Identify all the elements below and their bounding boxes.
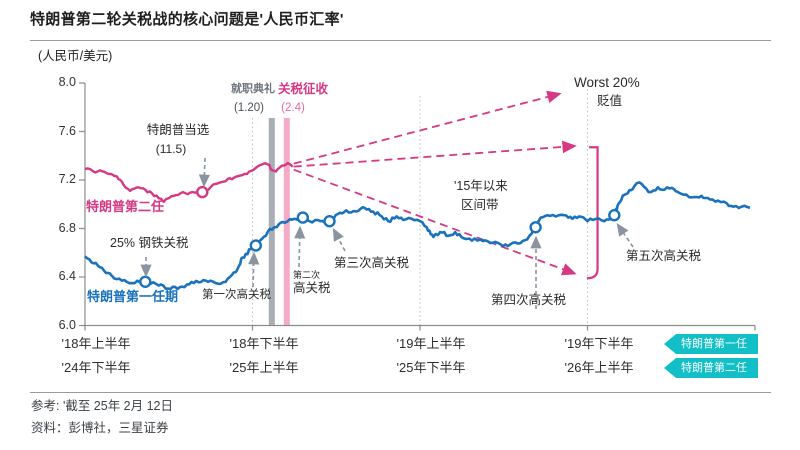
x-axis-label: '19年上半年: [396, 336, 466, 351]
annotation-fourth-tariff: 第四次高关税: [491, 293, 567, 307]
footer-divider: [30, 392, 771, 393]
x-axis-label: '18年下半年: [229, 336, 299, 351]
event-marker: [196, 185, 209, 199]
annotation-inauguration: 就职典礼: [231, 83, 275, 95]
page-title: 特朗普第二轮关税战的核心问题是'人民币汇率': [30, 11, 344, 28]
footer-source: 资料：彭博社，三星证券: [31, 421, 169, 435]
x-axis-label: '18年上半年: [61, 336, 131, 351]
event-marker: [139, 275, 152, 288]
y-axis-label: 7.2: [58, 172, 76, 186]
x-axis-label: '26年上半年: [564, 360, 634, 375]
annotation-range-band-line2: 区间带: [461, 198, 499, 212]
x-axis-label: '24年下半年: [61, 360, 131, 375]
y-axis-unit-label: (人民币/美元): [38, 49, 113, 63]
annotation-second-tariff: 高关税: [293, 281, 331, 295]
annotation-third-tariff: 第三次高关税: [334, 256, 410, 270]
series-trump-term2: [84, 161, 294, 203]
y-axis-label: 6.0: [58, 318, 76, 332]
x-axis-label: '25年下半年: [396, 360, 466, 375]
series-label-trump-term2: 特朗普第二任: [86, 199, 165, 214]
title-divider: [30, 40, 771, 41]
annotation-arrow: [198, 157, 210, 188]
x-axis-label: '25年上半年: [229, 360, 299, 375]
annotation-first-tariff: 第一次高关税: [202, 289, 271, 301]
annotation-trump-elected-date: (11.5): [155, 142, 187, 156]
annotation-arrow: [294, 225, 306, 268]
annotation-trump-elected: 特朗普当选: [146, 123, 210, 137]
annotation-worst-case-line2: 贬值: [597, 94, 623, 108]
y-axis-label: 8.0: [58, 75, 76, 89]
annotation-tariff-imposition: 关税征收: [278, 82, 329, 96]
event-marker: [296, 211, 309, 224]
annotation-arrow: [332, 227, 346, 252]
scenario-arrow-0: [293, 90, 562, 165]
series-trump-term1: [84, 181, 751, 291]
annotation-fifth-tariff: 第五次高关税: [626, 249, 702, 263]
annotation-worst-case-line1: Worst 20%: [574, 75, 640, 90]
annotation-arrow: [616, 223, 634, 248]
event-marker: [529, 221, 542, 234]
depreciation-bracket: [587, 146, 599, 280]
annotation-range-band-line1: '15年以来: [454, 179, 508, 193]
y-axis-label: 7.6: [58, 124, 76, 138]
event-marker: [249, 239, 263, 252]
event-marker: [323, 214, 336, 228]
annotation-second-tariff-prefix: 第二次: [293, 270, 321, 280]
annotation-steel-tariff: 25% 钢铁关税: [110, 236, 189, 250]
scenario-arrow-1: [293, 140, 577, 168]
y-axis-label: 6.4: [58, 269, 76, 283]
annotation-arrow: [248, 251, 260, 288]
x-axis-label: '19年下半年: [564, 336, 634, 351]
footer-reference: 参考: '截至 25年 2月 12日: [31, 399, 174, 413]
series-label-trump-term1: 特朗普第一任期: [87, 289, 179, 304]
annotation-inauguration-date: (1.20): [233, 102, 265, 114]
annotation-tariff-imposition-date: (2.4): [281, 102, 305, 114]
event-marker: [608, 208, 621, 222]
y-axis-label: 6.8: [58, 221, 76, 235]
scenario-arrow-2: [293, 168, 577, 276]
term1-badge: 特朗普第一任: [664, 334, 758, 354]
term2-badge: 特朗普第二任: [664, 358, 758, 378]
event-band-0: [268, 118, 275, 326]
